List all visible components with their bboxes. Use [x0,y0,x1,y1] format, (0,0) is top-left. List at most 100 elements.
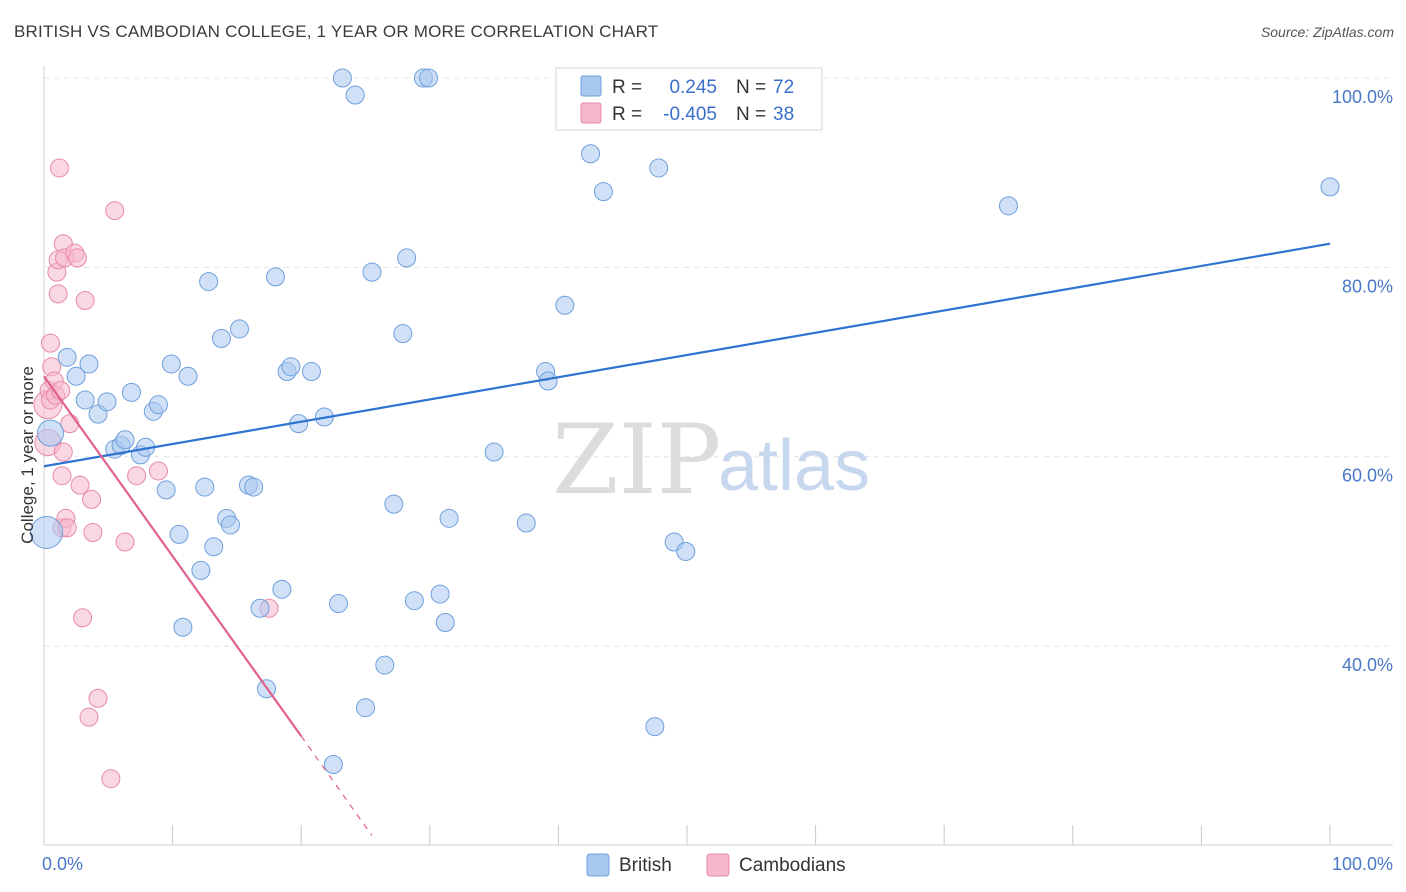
british-r-value: 0.245 [669,77,717,98]
cambodian-point-11 [49,158,69,178]
cambodian-point-25 [75,291,95,311]
british-point-69 [1320,177,1340,197]
british-point-53 [430,584,450,604]
british-point-15 [148,395,168,415]
series-legend: British Cambodians [586,853,846,877]
british-point-56 [484,442,504,462]
british-point-50 [404,591,424,611]
british-point-27 [220,515,240,535]
stats-legend: R = 0.245 N = 72 R = -0.405 N = 38 [555,67,823,131]
british-point-47 [384,494,404,514]
british-point-2 [57,347,77,367]
y-tick-label-3: 40.0% [1342,655,1393,675]
cambodian-trend-line [43,375,303,737]
cambodian-point-24 [73,608,93,628]
british-point-7 [97,392,117,412]
british-point-44 [356,698,375,718]
watermark: ZIP atlas [552,404,870,516]
british-point-23 [204,537,224,557]
watermark-zip: ZIP [552,404,721,516]
cambodian-point-32 [115,532,135,552]
cambodian-n-value: 38 [773,104,794,125]
british-point-42 [332,68,352,88]
cambodian-point-22 [67,248,87,268]
chart-title: BRITISH VS CAMBODIAN COLLEGE, 1 YEAR OR … [14,22,659,41]
x-tick-labels: 0.0% 100.0% [42,854,1393,874]
british-point-68 [999,196,1018,216]
british-legend-swatch [580,75,602,97]
british-point-43 [345,85,365,105]
british-points [30,68,1340,775]
british-point-54 [435,612,455,632]
british-point-19 [173,617,193,637]
cambodian-r-value: -0.405 [663,104,717,125]
british-point-24 [199,272,219,292]
cambodian-point-10 [48,284,68,304]
british-point-66 [676,541,696,561]
british-r-label: R = [612,77,642,98]
cambodian-point-23 [70,475,90,495]
british-point-5 [75,390,95,410]
cambodian-point-31 [105,201,125,221]
british-point-48 [393,324,413,344]
cambodian-trend-extension [300,735,373,836]
cambodian-point-34 [148,461,168,481]
british-point-63 [645,717,665,737]
cambodian-points [33,158,279,789]
cambodian-series-label: Cambodians [739,855,846,876]
axes [43,66,1393,846]
british-point-25 [211,328,231,348]
british-point-30 [244,477,264,497]
british-point-61 [581,144,601,164]
y-tick-labels: 100.0% 80.0% 60.0% 40.0% [1332,87,1393,675]
british-point-3 [66,366,86,386]
y-tick-label-1: 80.0% [1342,276,1393,296]
british-point-16 [156,480,176,500]
british-point-41 [328,594,348,614]
british-point-40 [323,755,343,775]
british-point-31 [250,598,270,618]
watermark-atlas: atlas [718,426,870,506]
british-trend-line [43,242,1331,468]
british-point-36 [281,357,301,377]
cambodian-point-29 [88,688,108,708]
british-point-55 [439,508,459,528]
cambodian-point-28 [83,523,103,543]
cambodian-legend-swatch [580,102,602,124]
x-tick-label-0: 0.0% [42,854,83,874]
british-n-label: N = [736,77,766,98]
british-point-20 [178,366,198,386]
y-axis-label: College, 1 year or more [18,366,37,544]
british-point-57 [516,513,536,533]
british-point-33 [265,267,285,287]
british-point-22 [195,477,215,497]
british-point-45 [362,262,382,282]
cambodian-point-26 [79,707,99,727]
british-point-4 [79,354,99,374]
british-series-label: British [619,855,672,876]
british-point-18 [169,524,189,544]
cambodian-point-33 [127,466,147,486]
cambodian-n-label: N = [736,104,766,125]
british-series-swatch [586,853,610,877]
british-point-10 [115,430,135,450]
british-point-28 [229,319,249,339]
british-point-17 [161,354,181,374]
grid-lines [44,77,1393,647]
british-point-21 [191,560,211,580]
cambodian-point-30 [101,769,121,789]
cambodian-r-label: R = [612,104,642,125]
british-point-38 [301,362,321,382]
y-tick-label-2: 60.0% [1342,466,1393,486]
cambodian-point-27 [82,489,102,509]
british-point-11 [121,382,141,402]
source-label: Source: ZipAtlas.com [1260,24,1394,40]
y-tick-label-0: 100.0% [1332,87,1393,107]
cambodian-series-swatch [706,853,730,877]
british-n-value: 72 [773,77,794,98]
cambodian-point-5 [40,333,60,353]
x-tick-label-1: 100.0% [1332,854,1393,874]
british-point-0 [30,516,64,550]
british-point-1 [36,419,64,447]
